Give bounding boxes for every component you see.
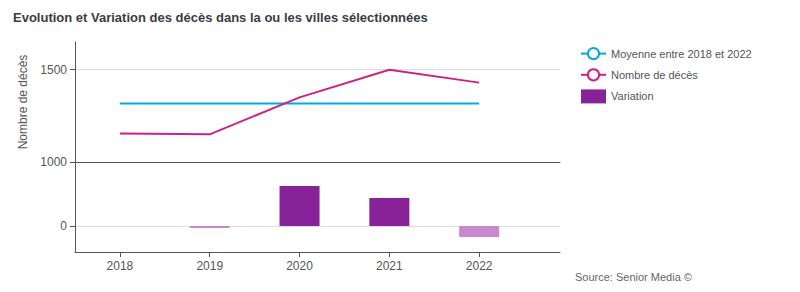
svg-text:Variation: Variation <box>611 90 654 102</box>
svg-text:Nombre de décès: Nombre de décès <box>611 69 698 81</box>
svg-text:0: 0 <box>60 219 67 233</box>
svg-text:2018: 2018 <box>107 259 134 273</box>
svg-text:1000: 1000 <box>40 155 67 169</box>
svg-text:2020: 2020 <box>286 259 313 273</box>
svg-text:2022: 2022 <box>466 259 493 273</box>
svg-text:2019: 2019 <box>196 259 223 273</box>
svg-text:Evolution et Variation des déc: Evolution et Variation des décès dans la… <box>13 10 428 25</box>
svg-text:2021: 2021 <box>376 259 403 273</box>
svg-text:1500: 1500 <box>40 63 67 77</box>
svg-text:Moyenne entre 2018 et 2022: Moyenne entre 2018 et 2022 <box>611 48 752 60</box>
svg-text:Nombre de décès: Nombre de décès <box>16 55 30 150</box>
svg-text:Source: Senior Media ©: Source: Senior Media © <box>575 271 692 283</box>
